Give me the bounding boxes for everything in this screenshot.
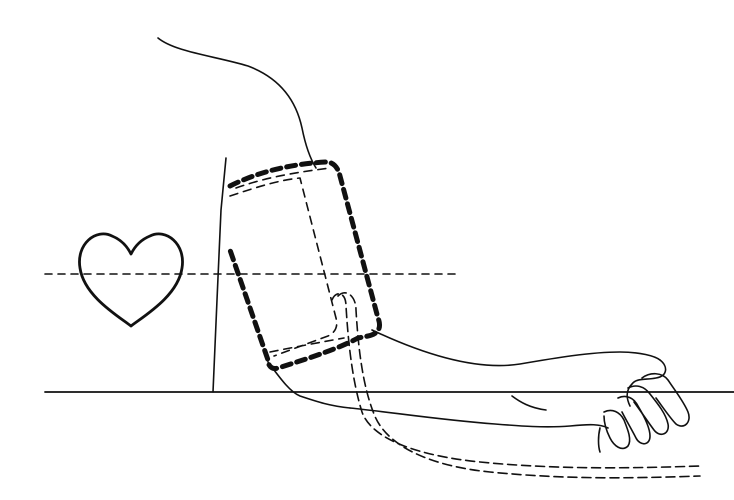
air-tube-line-2: [337, 292, 701, 479]
finger-2-outline: [627, 385, 670, 436]
heart-outline-icon: [78, 232, 184, 328]
air-tube-line-1: [331, 293, 701, 469]
cuff-inner-outline: [229, 177, 338, 357]
wrist-crease-line: [511, 395, 547, 411]
forearm-top-line: [371, 329, 661, 367]
cuff-bottom-edge-line: [269, 337, 345, 353]
forearm-bottom-line: [349, 407, 609, 429]
thumb-line: [597, 427, 601, 453]
finger-3-outline: [617, 395, 651, 445]
upper-arm-outer-line: [157, 37, 317, 169]
torso-outline: [212, 157, 227, 393]
finger-4-outline: [603, 409, 631, 450]
finger-1-outline: [641, 372, 690, 427]
cuff-outer-outline: [227, 159, 383, 371]
cuff-top-edge-line: [235, 167, 331, 189]
hand-back-line: [626, 359, 667, 407]
elbow-underside-line: [267, 361, 351, 409]
